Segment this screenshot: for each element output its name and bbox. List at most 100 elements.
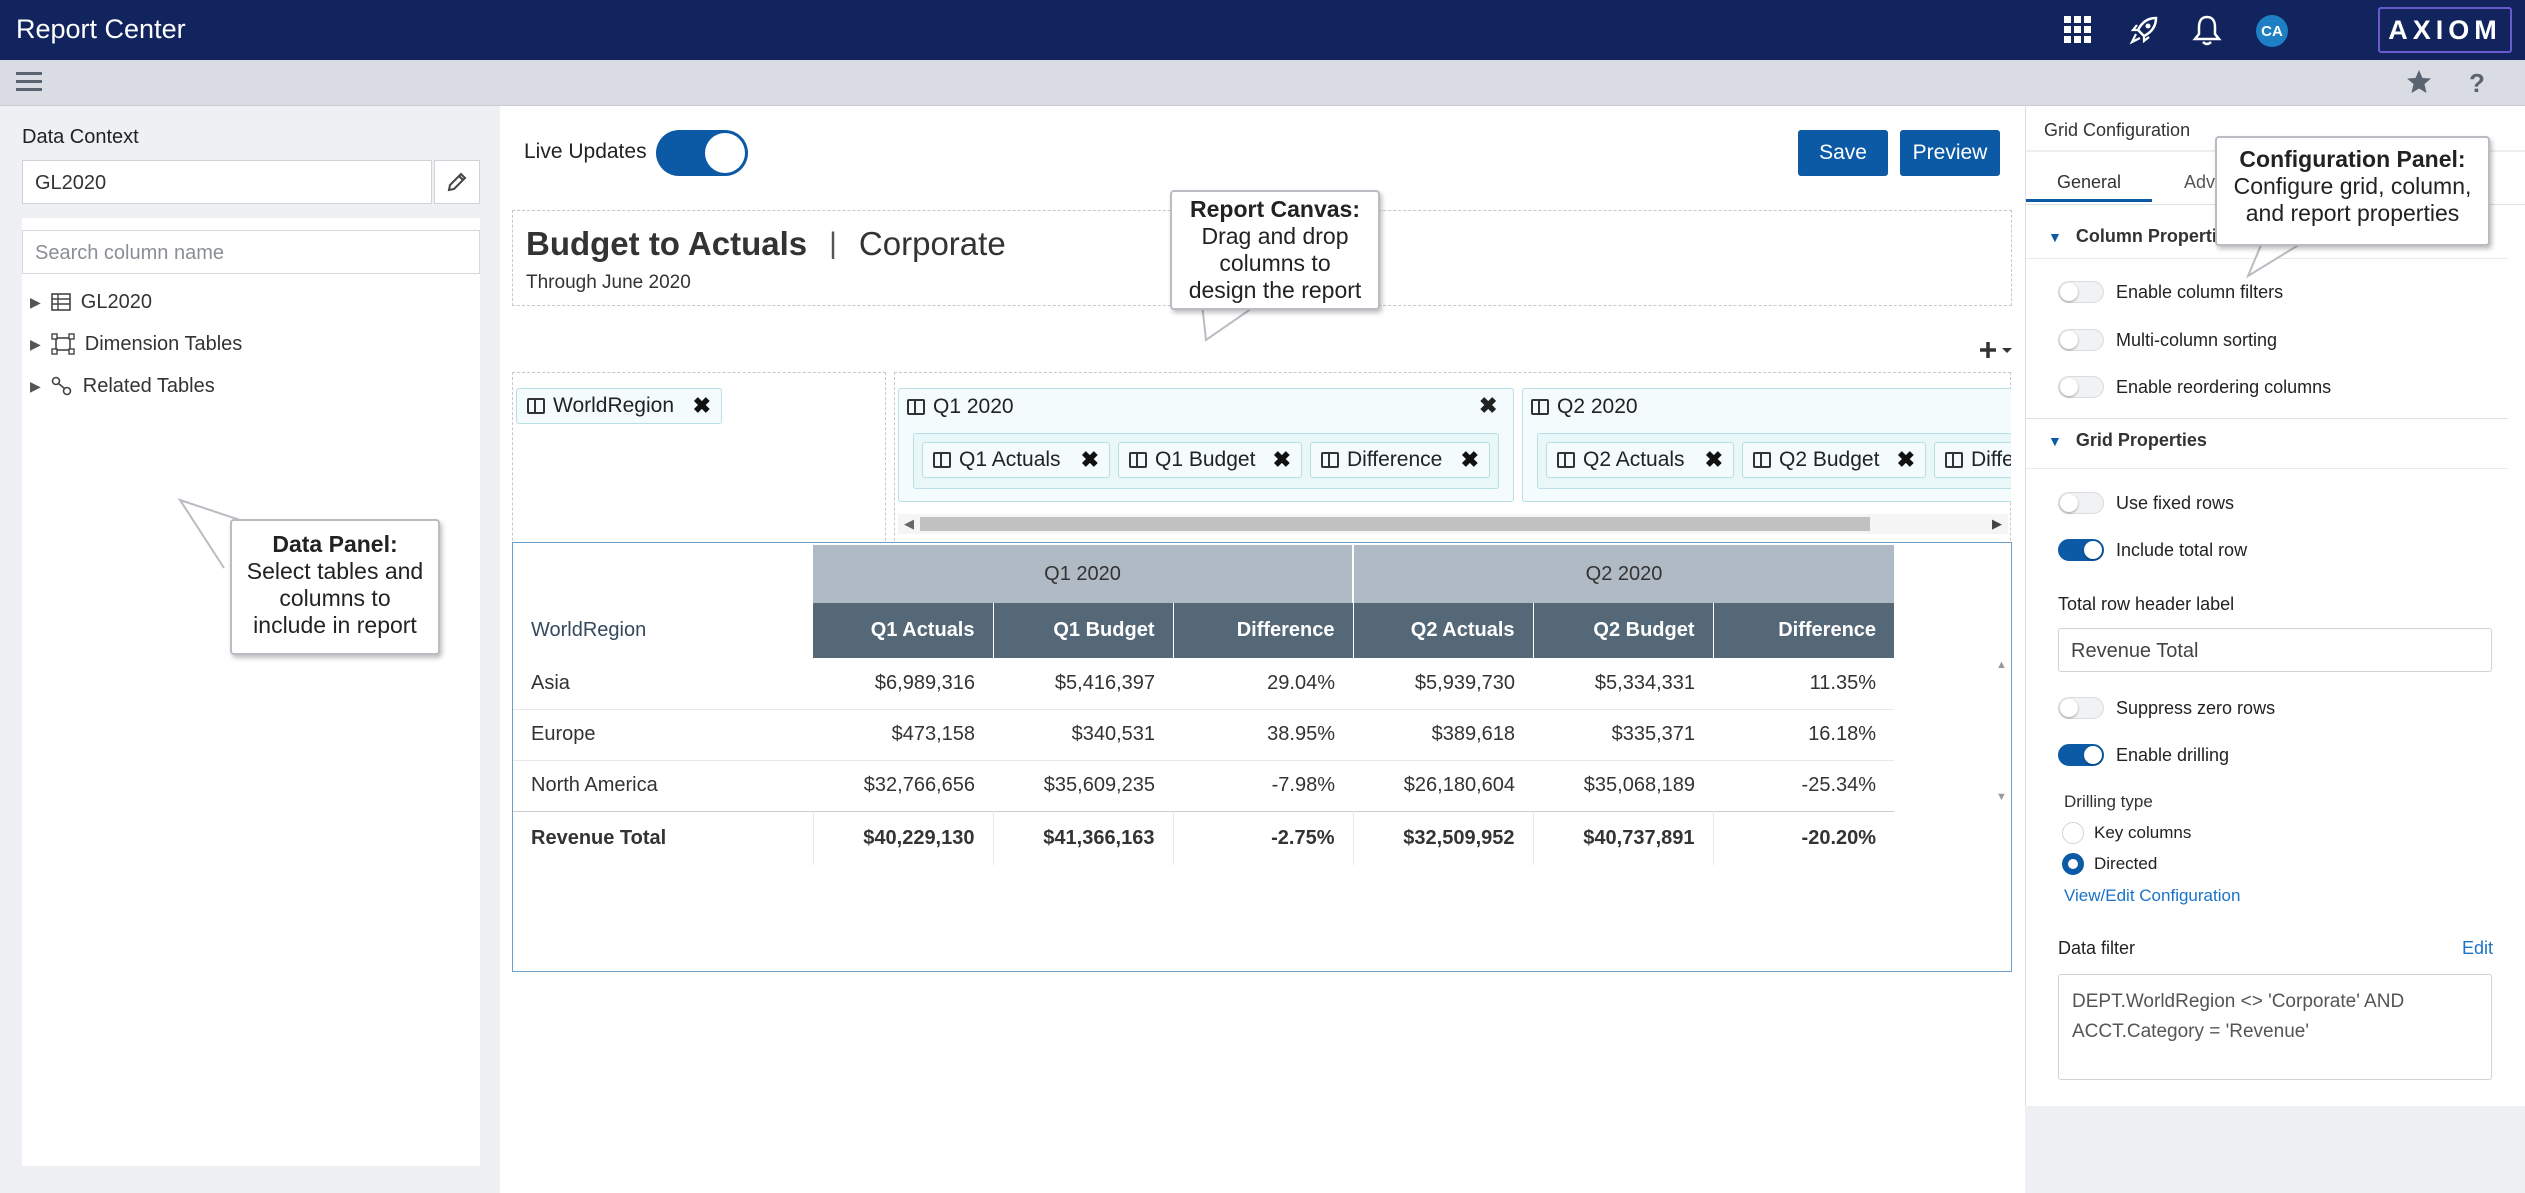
- column-header[interactable]: Q1 Actuals: [813, 603, 994, 658]
- tree-item-dimension-tables[interactable]: ▶ Dimension Tables: [30, 330, 242, 358]
- toggle-row[interactable]: Enable drilling: [2058, 744, 2229, 766]
- toggle-switch[interactable]: [2058, 492, 2104, 514]
- group-header-q2[interactable]: Q2 2020: [1353, 545, 1895, 603]
- tab-general[interactable]: General: [2026, 158, 2152, 202]
- caret-down-icon[interactable]: ▼: [2048, 228, 2062, 245]
- vertical-scrollbar[interactable]: ▲ ▼: [1994, 659, 2010, 809]
- toggle-row[interactable]: Enable reordering columns: [2058, 376, 2331, 398]
- grid-table: WorldRegion Q1 2020 Q2 2020 Q1 Actuals Q…: [513, 545, 1895, 865]
- menu-icon[interactable]: [16, 70, 44, 94]
- table-row[interactable]: North America $32,766,656 $35,609,235 -7…: [513, 760, 1895, 811]
- toggle-switch[interactable]: [2058, 539, 2104, 561]
- scrollbar-thumb[interactable]: [920, 517, 1870, 531]
- top-bar: Report Center CA AXIOM: [0, 0, 2525, 60]
- column-chip-q2-actuals[interactable]: Q2 Actuals ✖: [1546, 442, 1734, 478]
- data-context-label: Data Context: [22, 126, 139, 148]
- table-row[interactable]: Asia $6,989,316 $5,416,397 29.04% $5,939…: [513, 658, 1895, 709]
- column-header[interactable]: Q1 Budget: [993, 603, 1174, 658]
- remove-icon[interactable]: ✖: [1704, 447, 1723, 472]
- column-chip-difference[interactable]: Difference ✖: [1310, 442, 1490, 478]
- caret-right-icon[interactable]: ▶: [30, 293, 41, 310]
- column-properties-section[interactable]: ▼ Column Properties: [2048, 226, 2237, 247]
- toggle-row[interactable]: Suppress zero rows: [2058, 697, 2275, 719]
- scroll-down-icon[interactable]: ▼: [1996, 791, 2007, 803]
- star-icon[interactable]: [2405, 68, 2433, 96]
- report-canvas: Live Updates Save Preview Budget to Actu…: [500, 106, 2025, 1193]
- tab-advanced[interactable]: Adv: [2184, 172, 2216, 192]
- chip-label: WorldRegion: [553, 394, 675, 417]
- toggle-label: Multi-column sorting: [2116, 329, 2278, 350]
- live-updates-toggle[interactable]: [656, 130, 748, 176]
- scroll-right-icon[interactable]: ▶: [1992, 516, 2002, 531]
- row-chip-worldregion[interactable]: WorldRegion ✖: [516, 388, 722, 424]
- scroll-left-icon[interactable]: ◀: [904, 516, 914, 531]
- column-chip-difference-q2[interactable]: Diffe: [1934, 442, 2011, 478]
- row-header[interactable]: WorldRegion: [513, 545, 813, 658]
- column-group-children: Q1 Actuals ✖ Q1 Budget ✖ Difference ✖: [913, 433, 1499, 489]
- remove-icon[interactable]: ✖: [692, 393, 711, 418]
- cell: $41,366,163: [993, 811, 1174, 865]
- column-group-q1-2020[interactable]: Q1 2020 ✖ Q1 Actuals ✖ Q1 Budget ✖ Differe…: [898, 388, 1514, 502]
- callout-title: Data Panel:: [272, 531, 398, 557]
- column-header[interactable]: Difference: [1713, 603, 1895, 658]
- toggle-row[interactable]: Multi-column sorting: [2058, 329, 2277, 351]
- cell: 11.35%: [1809, 671, 1877, 694]
- toggle-row[interactable]: Enable column filters: [2058, 281, 2283, 303]
- search-input[interactable]: Search column name: [22, 230, 480, 274]
- column-header[interactable]: Q2 Actuals: [1353, 603, 1534, 658]
- table-row[interactable]: Europe $473,158 $340,531 38.95% $389,618…: [513, 709, 1895, 760]
- column-group-q2-2020[interactable]: Q2 2020 Q2 Actuals ✖ Q2 Budget ✖ Diffe: [1522, 388, 2011, 502]
- remove-icon[interactable]: ✖: [1479, 393, 1498, 418]
- remove-icon[interactable]: ✖: [1460, 447, 1479, 472]
- scroll-up-icon[interactable]: ▲: [1996, 659, 2007, 671]
- total-row[interactable]: Revenue Total $40,229,130 $41,366,163 -2…: [513, 811, 1894, 865]
- edit-context-button[interactable]: [434, 160, 480, 204]
- horizontal-scrollbar[interactable]: ◀ ▶: [898, 514, 2008, 534]
- tree-item-gl2020[interactable]: ▶ GL2020: [30, 288, 152, 316]
- remove-icon[interactable]: ✖: [1272, 447, 1291, 472]
- toggle-row[interactable]: Include total row: [2058, 539, 2247, 561]
- report-title: Budget to Actuals: [526, 225, 808, 262]
- toggle-row[interactable]: Use fixed rows: [2058, 492, 2234, 514]
- column-header[interactable]: Q2 Budget: [1533, 603, 1714, 658]
- toggle-switch[interactable]: [2058, 697, 2104, 719]
- remove-icon[interactable]: ✖: [1080, 447, 1099, 472]
- total-row-label-input[interactable]: Revenue Total: [2058, 628, 2492, 672]
- plus-dropdown-icon[interactable]: [1978, 340, 2016, 360]
- group-header-q1[interactable]: Q1 2020: [813, 545, 1355, 603]
- caret-right-icon[interactable]: ▶: [30, 335, 41, 352]
- column-chip-q2-budget[interactable]: Q2 Budget ✖: [1742, 442, 1926, 478]
- apps-grid-icon[interactable]: [2058, 10, 2098, 50]
- chip-label: Difference: [1347, 448, 1443, 471]
- toggle-switch[interactable]: [2058, 281, 2104, 303]
- preview-button[interactable]: Preview: [1900, 130, 2000, 176]
- configuration-panel-body: Grid Configuration General Adv ▼ Column …: [2025, 106, 2525, 1106]
- edit-filter-link[interactable]: Edit: [2462, 938, 2494, 958]
- caret-down-icon[interactable]: ▼: [2048, 432, 2062, 449]
- group-label: Q1 2020: [933, 395, 1014, 418]
- column-chip-q1-budget[interactable]: Q1 Budget ✖: [1118, 442, 1302, 478]
- save-button[interactable]: Save: [1798, 130, 1888, 176]
- toggle-switch[interactable]: [2058, 376, 2104, 398]
- callout-line: Select tables and: [246, 558, 424, 584]
- tree-item-related-tables[interactable]: ▶ Related Tables: [30, 372, 215, 400]
- remove-icon[interactable]: ✖: [1896, 447, 1915, 472]
- help-icon[interactable]: ?: [2469, 68, 2485, 98]
- grid-properties-section[interactable]: ▼ Grid Properties: [2048, 430, 2207, 451]
- data-context-field[interactable]: GL2020: [22, 160, 432, 204]
- data-filter-box[interactable]: DEPT.WorldRegion <> 'Corporate' AND ACCT…: [2058, 974, 2492, 1080]
- column-header[interactable]: Difference: [1173, 603, 1354, 658]
- toggle-switch[interactable]: [2058, 329, 2104, 351]
- toggle-switch[interactable]: [2058, 744, 2104, 766]
- report-subtitle: Corporate: [858, 225, 1006, 262]
- radio-key-columns[interactable]: Key columns: [2062, 822, 2191, 844]
- avatar[interactable]: CA: [2256, 15, 2288, 47]
- column-chip-q1-actuals[interactable]: Q1 Actuals ✖: [922, 442, 1110, 478]
- bell-icon[interactable]: [2187, 10, 2227, 50]
- radio-button-selected[interactable]: [2062, 853, 2084, 875]
- view-edit-configuration-link[interactable]: View/Edit Configuration: [2064, 886, 2241, 905]
- rocket-icon[interactable]: [2124, 10, 2164, 50]
- caret-right-icon[interactable]: ▶: [30, 377, 41, 394]
- radio-directed[interactable]: Directed: [2062, 853, 2157, 875]
- radio-button[interactable]: [2062, 822, 2084, 844]
